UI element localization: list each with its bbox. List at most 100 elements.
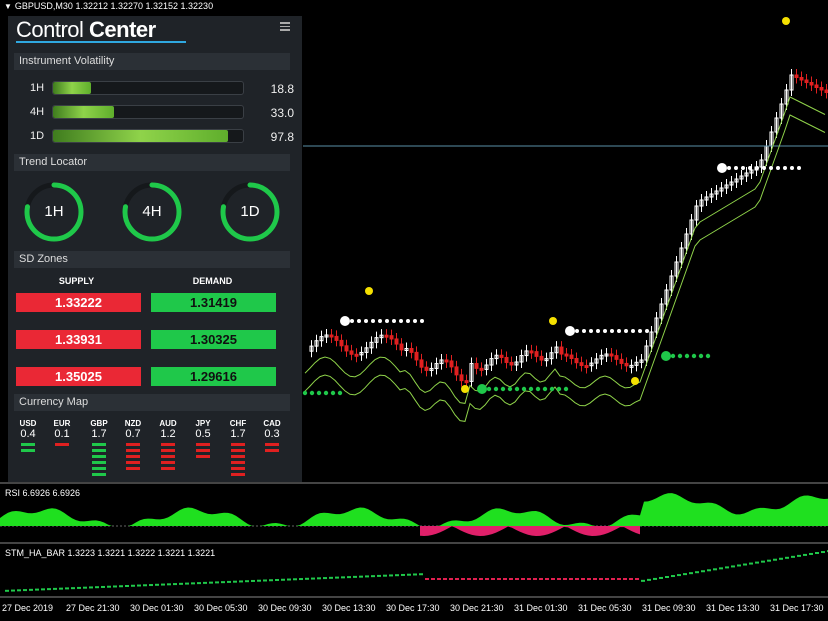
- ha-bar: [5, 589, 9, 592]
- level-dot: [542, 386, 548, 392]
- strength-bar: [231, 467, 245, 470]
- currency-name: CHF: [229, 419, 247, 428]
- candle-body: [734, 178, 739, 183]
- candle-body: [469, 363, 474, 382]
- candle-body: [679, 247, 684, 263]
- time-label: 31 Dec 13:30: [706, 603, 760, 613]
- ha-bar: [737, 564, 741, 567]
- ha-bar: [293, 578, 297, 581]
- ha-bar: [281, 578, 285, 581]
- candle-body: [339, 339, 344, 347]
- rsi-label: RSI 6.6926 6.6926: [5, 488, 81, 498]
- ha-bar: [491, 578, 495, 580]
- ha-bar: [149, 584, 153, 587]
- ha-bar: [815, 552, 819, 554]
- candle-body: [369, 341, 374, 349]
- ha-bar: [443, 578, 447, 580]
- candle-body: [319, 336, 324, 342]
- candle-body: [414, 351, 419, 361]
- ha-bar: [317, 577, 321, 580]
- ha-bar: [209, 581, 213, 584]
- volatility-fill: [53, 130, 228, 142]
- candle-body: [789, 74, 794, 91]
- strength-bar: [126, 455, 140, 458]
- candle-body: [579, 362, 584, 367]
- candle-body: [514, 361, 519, 366]
- level-dot: [705, 353, 711, 359]
- level-dot: [603, 329, 607, 333]
- ha-bar: [779, 557, 783, 560]
- candle-body: [519, 355, 524, 363]
- ha-bar: [461, 578, 465, 580]
- ha-bar: [581, 578, 585, 580]
- ha-bar: [77, 586, 81, 589]
- candle-body: [709, 193, 714, 198]
- candle-body: [399, 343, 404, 351]
- strength-bar: [92, 455, 106, 458]
- fractal-marker: [782, 17, 790, 25]
- ha-bar: [143, 584, 147, 587]
- candle-body: [669, 275, 674, 291]
- currency-value: 0.4: [20, 428, 36, 440]
- strength-bar: [231, 443, 245, 446]
- level-dot: [385, 319, 389, 323]
- candle-body: [824, 89, 828, 93]
- candle-body: [609, 353, 614, 357]
- ha-bar: [11, 589, 15, 592]
- candle-body: [814, 84, 819, 88]
- ha-bar: [233, 580, 237, 583]
- ha-bar: [593, 578, 597, 580]
- candle-body: [314, 340, 319, 347]
- candle-body: [819, 87, 824, 91]
- currency-item: CAD 0.3: [258, 419, 286, 455]
- time-label: 31 Dec 01:30: [514, 603, 568, 613]
- candle-body: [334, 335, 339, 341]
- candle-body: [799, 77, 804, 81]
- menu-icon[interactable]: [280, 22, 290, 31]
- currency-name: USD: [19, 419, 37, 428]
- time-label: 31 Dec 05:30: [578, 603, 632, 613]
- level-dot: [645, 329, 649, 333]
- candle-body: [409, 348, 414, 353]
- ha-bar: [647, 578, 651, 581]
- ha-bar: [809, 552, 813, 555]
- volatility-row: 1H 18.8: [14, 80, 294, 96]
- ha-bar: [389, 574, 393, 577]
- demand-header: DEMAND: [192, 276, 233, 286]
- ha-bar: [653, 577, 657, 580]
- strength-bar: [55, 443, 69, 446]
- candle-body: [724, 184, 729, 189]
- currency-item: USD 0.4: [14, 419, 42, 455]
- level-dot: [364, 319, 368, 323]
- ha-bar: [137, 584, 141, 587]
- ha-bar: [551, 578, 555, 580]
- ha-bar: [665, 576, 669, 578]
- title-underline: [16, 41, 186, 43]
- candle-body: [434, 363, 439, 369]
- ha-bar: [377, 574, 381, 577]
- sd-heading: SD Zones: [14, 251, 290, 268]
- ha-bar: [599, 578, 603, 580]
- ha-bar: [275, 579, 279, 581]
- currency-name: JPY: [195, 419, 211, 428]
- ha-bar: [395, 574, 399, 577]
- ha-bar: [629, 578, 633, 580]
- ha-bar: [197, 582, 201, 585]
- ha-bar: [725, 566, 729, 569]
- ha-bar: [785, 556, 789, 559]
- candle-body: [574, 357, 579, 364]
- level-dot: [734, 166, 738, 170]
- channel-lower: [304, 114, 826, 422]
- level-dot: [486, 386, 492, 392]
- ha-bar: [713, 568, 717, 571]
- level-dot: [357, 319, 361, 323]
- strength-bar: [21, 443, 35, 446]
- level-dot: [500, 386, 506, 392]
- triangle-down-icon: ▼: [4, 2, 12, 11]
- ha-bar: [371, 575, 375, 578]
- candle-body: [809, 82, 814, 86]
- level-dot: [783, 166, 787, 170]
- ha-bar: [203, 581, 207, 584]
- time-label: 31 Dec 09:30: [642, 603, 696, 613]
